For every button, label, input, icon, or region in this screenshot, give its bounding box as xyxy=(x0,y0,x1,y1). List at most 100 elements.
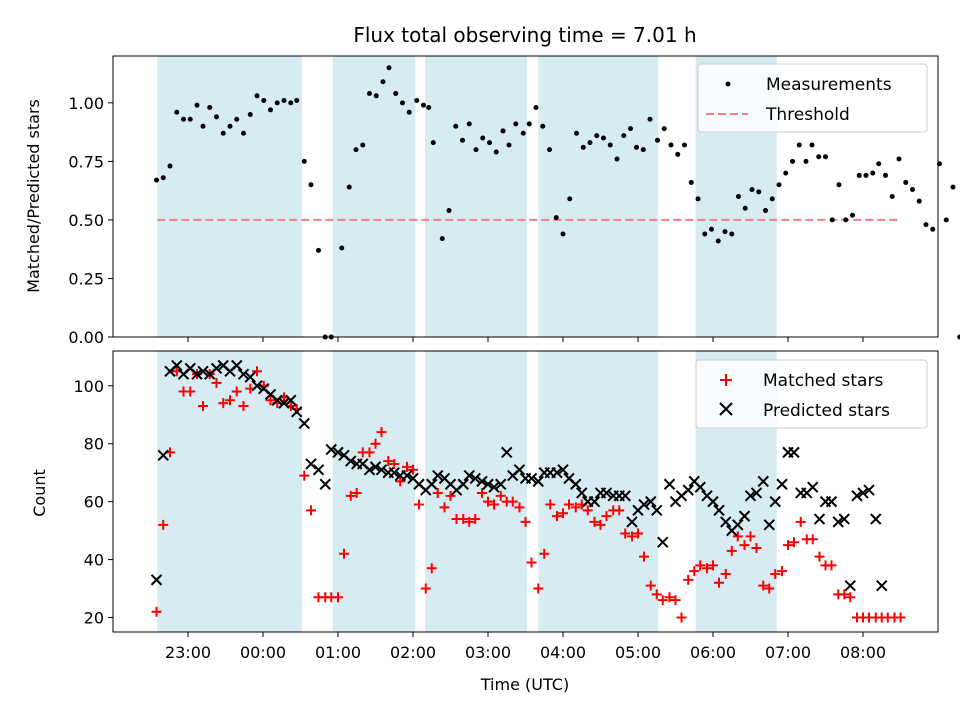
predicted-star-point xyxy=(525,472,538,485)
measurement-point xyxy=(520,130,526,136)
measurement-point xyxy=(160,175,166,181)
bottom-x-ticks: 23:00 00:00 01:00 02:00 03:00 04:00 05:00 06:00… xyxy=(165,632,886,662)
predicted-star-point xyxy=(838,513,850,525)
predicted-star-point xyxy=(694,481,706,493)
observing-window-2 xyxy=(425,351,527,632)
measurement-point xyxy=(214,114,219,120)
predicted-star-point xyxy=(600,487,613,499)
measurement-point xyxy=(500,128,506,134)
measurement-point xyxy=(957,334,960,340)
predicted-star-point xyxy=(469,472,481,485)
measurement-point xyxy=(688,179,694,185)
measurement-point xyxy=(756,189,762,195)
measurement-point xyxy=(675,151,681,157)
matched-star-point xyxy=(732,531,743,542)
predicted-star-point xyxy=(476,475,488,488)
measurement-point xyxy=(254,93,260,99)
predicted-star-point xyxy=(825,495,838,508)
predicted-star-point xyxy=(375,464,388,476)
bottom-plot-frame xyxy=(112,350,939,633)
predicted-star-point xyxy=(251,380,263,392)
predicted-star-point xyxy=(813,513,826,525)
bottom-y-tick-label: 80 xyxy=(84,435,104,454)
measurement-point xyxy=(916,198,922,204)
predicted-star-point xyxy=(713,504,725,517)
predicted-star-point xyxy=(150,574,163,586)
matched-star-point xyxy=(639,551,649,562)
predicted-star-point xyxy=(750,487,763,499)
predicted-star-point xyxy=(319,478,331,490)
predicted-star-point xyxy=(532,475,544,488)
measurement-point xyxy=(776,182,782,188)
measurement-point xyxy=(601,135,606,141)
predicted-star-point xyxy=(807,481,819,493)
matched-star-point xyxy=(570,502,581,513)
x-tick-label: 02:00 xyxy=(390,643,436,662)
measurement-point xyxy=(181,116,186,122)
matched-star-point xyxy=(664,592,675,603)
measurement-point xyxy=(268,107,273,113)
measurement-point xyxy=(823,154,828,160)
matched-star-point xyxy=(395,476,406,487)
predicted-star-point xyxy=(426,478,438,490)
measurement-point xyxy=(301,158,307,164)
predicted-star-point xyxy=(298,417,310,430)
measurement-point xyxy=(426,105,432,111)
matched-star-point xyxy=(601,511,612,522)
matched-star-point xyxy=(470,514,481,525)
top-y-tick-label: 0.75 xyxy=(68,152,104,171)
legend-matched-label: Matched stars xyxy=(763,371,883,391)
observing-window-1 xyxy=(332,351,416,632)
predicted-star-point xyxy=(237,368,250,380)
predicted-star-point xyxy=(312,464,325,476)
measurement-point xyxy=(308,182,314,188)
predicted-star-point xyxy=(325,443,337,456)
predicted-star-point xyxy=(720,516,732,528)
predicted-star-point xyxy=(876,579,888,592)
predicted-star-point xyxy=(738,510,751,522)
x-tick-label: 23:00 xyxy=(165,643,211,662)
predicted-star-point xyxy=(197,365,209,377)
measurement-point xyxy=(863,172,869,178)
measurement-point xyxy=(729,231,735,237)
matched-star-point xyxy=(464,516,475,527)
measurement-point xyxy=(634,144,639,150)
matched-star-point xyxy=(745,531,756,542)
measurement-point xyxy=(567,196,573,202)
observing-window-3 xyxy=(538,56,659,337)
matched-star-point xyxy=(645,580,656,591)
matched-star-point xyxy=(389,458,400,469)
predicted-star-point xyxy=(638,498,650,511)
matched-star-point xyxy=(477,487,487,498)
matched-star-point xyxy=(764,583,775,594)
top-plot-frame xyxy=(112,55,939,338)
measurement-point xyxy=(274,100,280,106)
predicted-star-point xyxy=(488,481,500,493)
matched-star-point xyxy=(839,589,850,600)
measurement-point xyxy=(439,236,445,242)
top-y-tick-label: 0.50 xyxy=(68,211,104,230)
measurement-point xyxy=(742,205,748,211)
measurement-point xyxy=(903,179,909,185)
measurement-point xyxy=(816,154,822,160)
observing-window-0 xyxy=(157,351,302,632)
measurement-point xyxy=(783,170,789,176)
predicted-star-point xyxy=(305,458,317,470)
measurement-point xyxy=(406,109,412,115)
top-y-tick-label: 1.00 xyxy=(68,94,104,113)
measurement-point xyxy=(281,97,287,103)
matched-star-point xyxy=(445,490,456,501)
measurement-point xyxy=(889,194,895,199)
matched-star-point xyxy=(408,464,418,475)
matched-star-point xyxy=(627,531,637,542)
predicted-star-point xyxy=(769,495,781,508)
matched-star-point xyxy=(777,566,787,577)
measurement-point xyxy=(234,116,240,122)
top-y-tick-label: 0.25 xyxy=(68,269,104,288)
matched-star-point xyxy=(383,456,394,467)
measurement-point xyxy=(876,161,882,167)
measurement-point xyxy=(796,142,802,148)
measurement-point xyxy=(870,170,876,176)
legend-threshold-label: Threshold xyxy=(765,105,850,125)
